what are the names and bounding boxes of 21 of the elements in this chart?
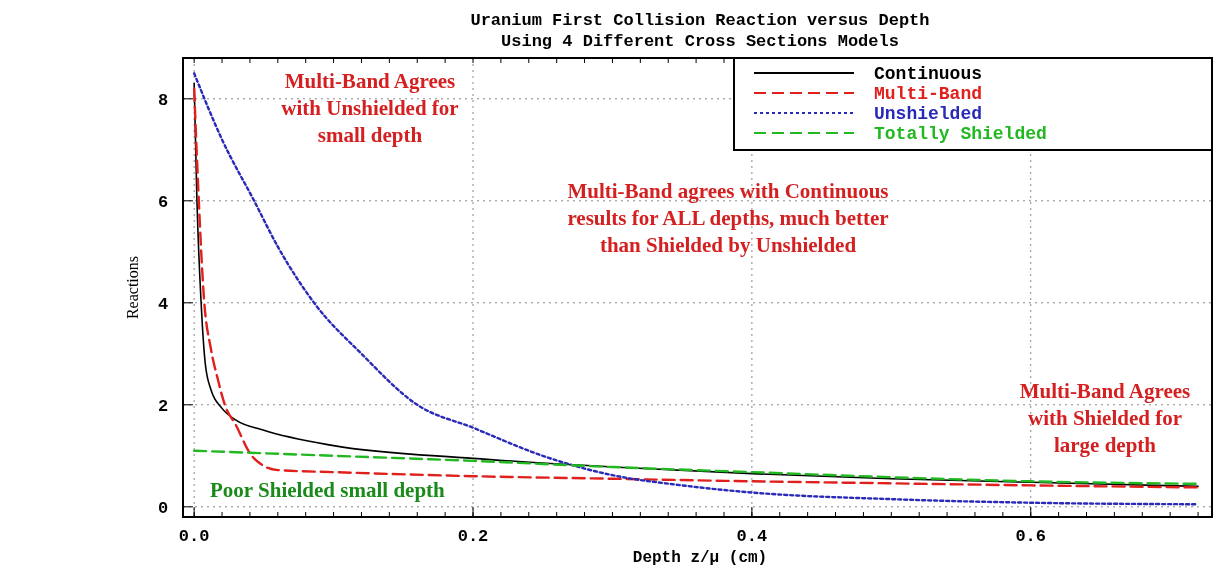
text: Continuous xyxy=(874,64,983,84)
y-tick-label: 8 xyxy=(157,90,169,110)
annotation: Multi-Band agrees with Continuous results for ALL depths, much better than Shielded by Unshielded xyxy=(567,179,889,257)
y-tick-label: 6 xyxy=(157,192,169,212)
annotation: Poor Shielded small depth xyxy=(210,478,446,502)
annotation: Multi-Band Agrees with Shielded for large depth xyxy=(1019,379,1191,457)
y-tick-label: 2 xyxy=(157,396,169,416)
x-tick-label: 0.4 xyxy=(736,527,768,546)
x-tick-label: 0.6 xyxy=(1015,527,1047,546)
x-tick-label: 0.0 xyxy=(178,527,210,546)
y-tick-label: 0 xyxy=(157,498,169,518)
x-axis-title: Depth z/μ (cm) xyxy=(632,549,768,567)
annotation: Multi-Band Agrees with Unshielded for small depth xyxy=(281,69,459,147)
chart-title: Uranium First Collision Reaction versus Depth xyxy=(470,11,930,30)
x-tick-label: 0.2 xyxy=(457,527,489,546)
text: Totally Shielded xyxy=(874,124,1047,144)
y-axis-title: Reactions xyxy=(124,255,141,320)
text: Multi-Band xyxy=(874,84,983,104)
text: Unshielded xyxy=(874,104,983,124)
y-tick-label: 4 xyxy=(157,294,169,314)
chart-subtitle: Using 4 Different Cross Sections Models xyxy=(501,32,899,51)
